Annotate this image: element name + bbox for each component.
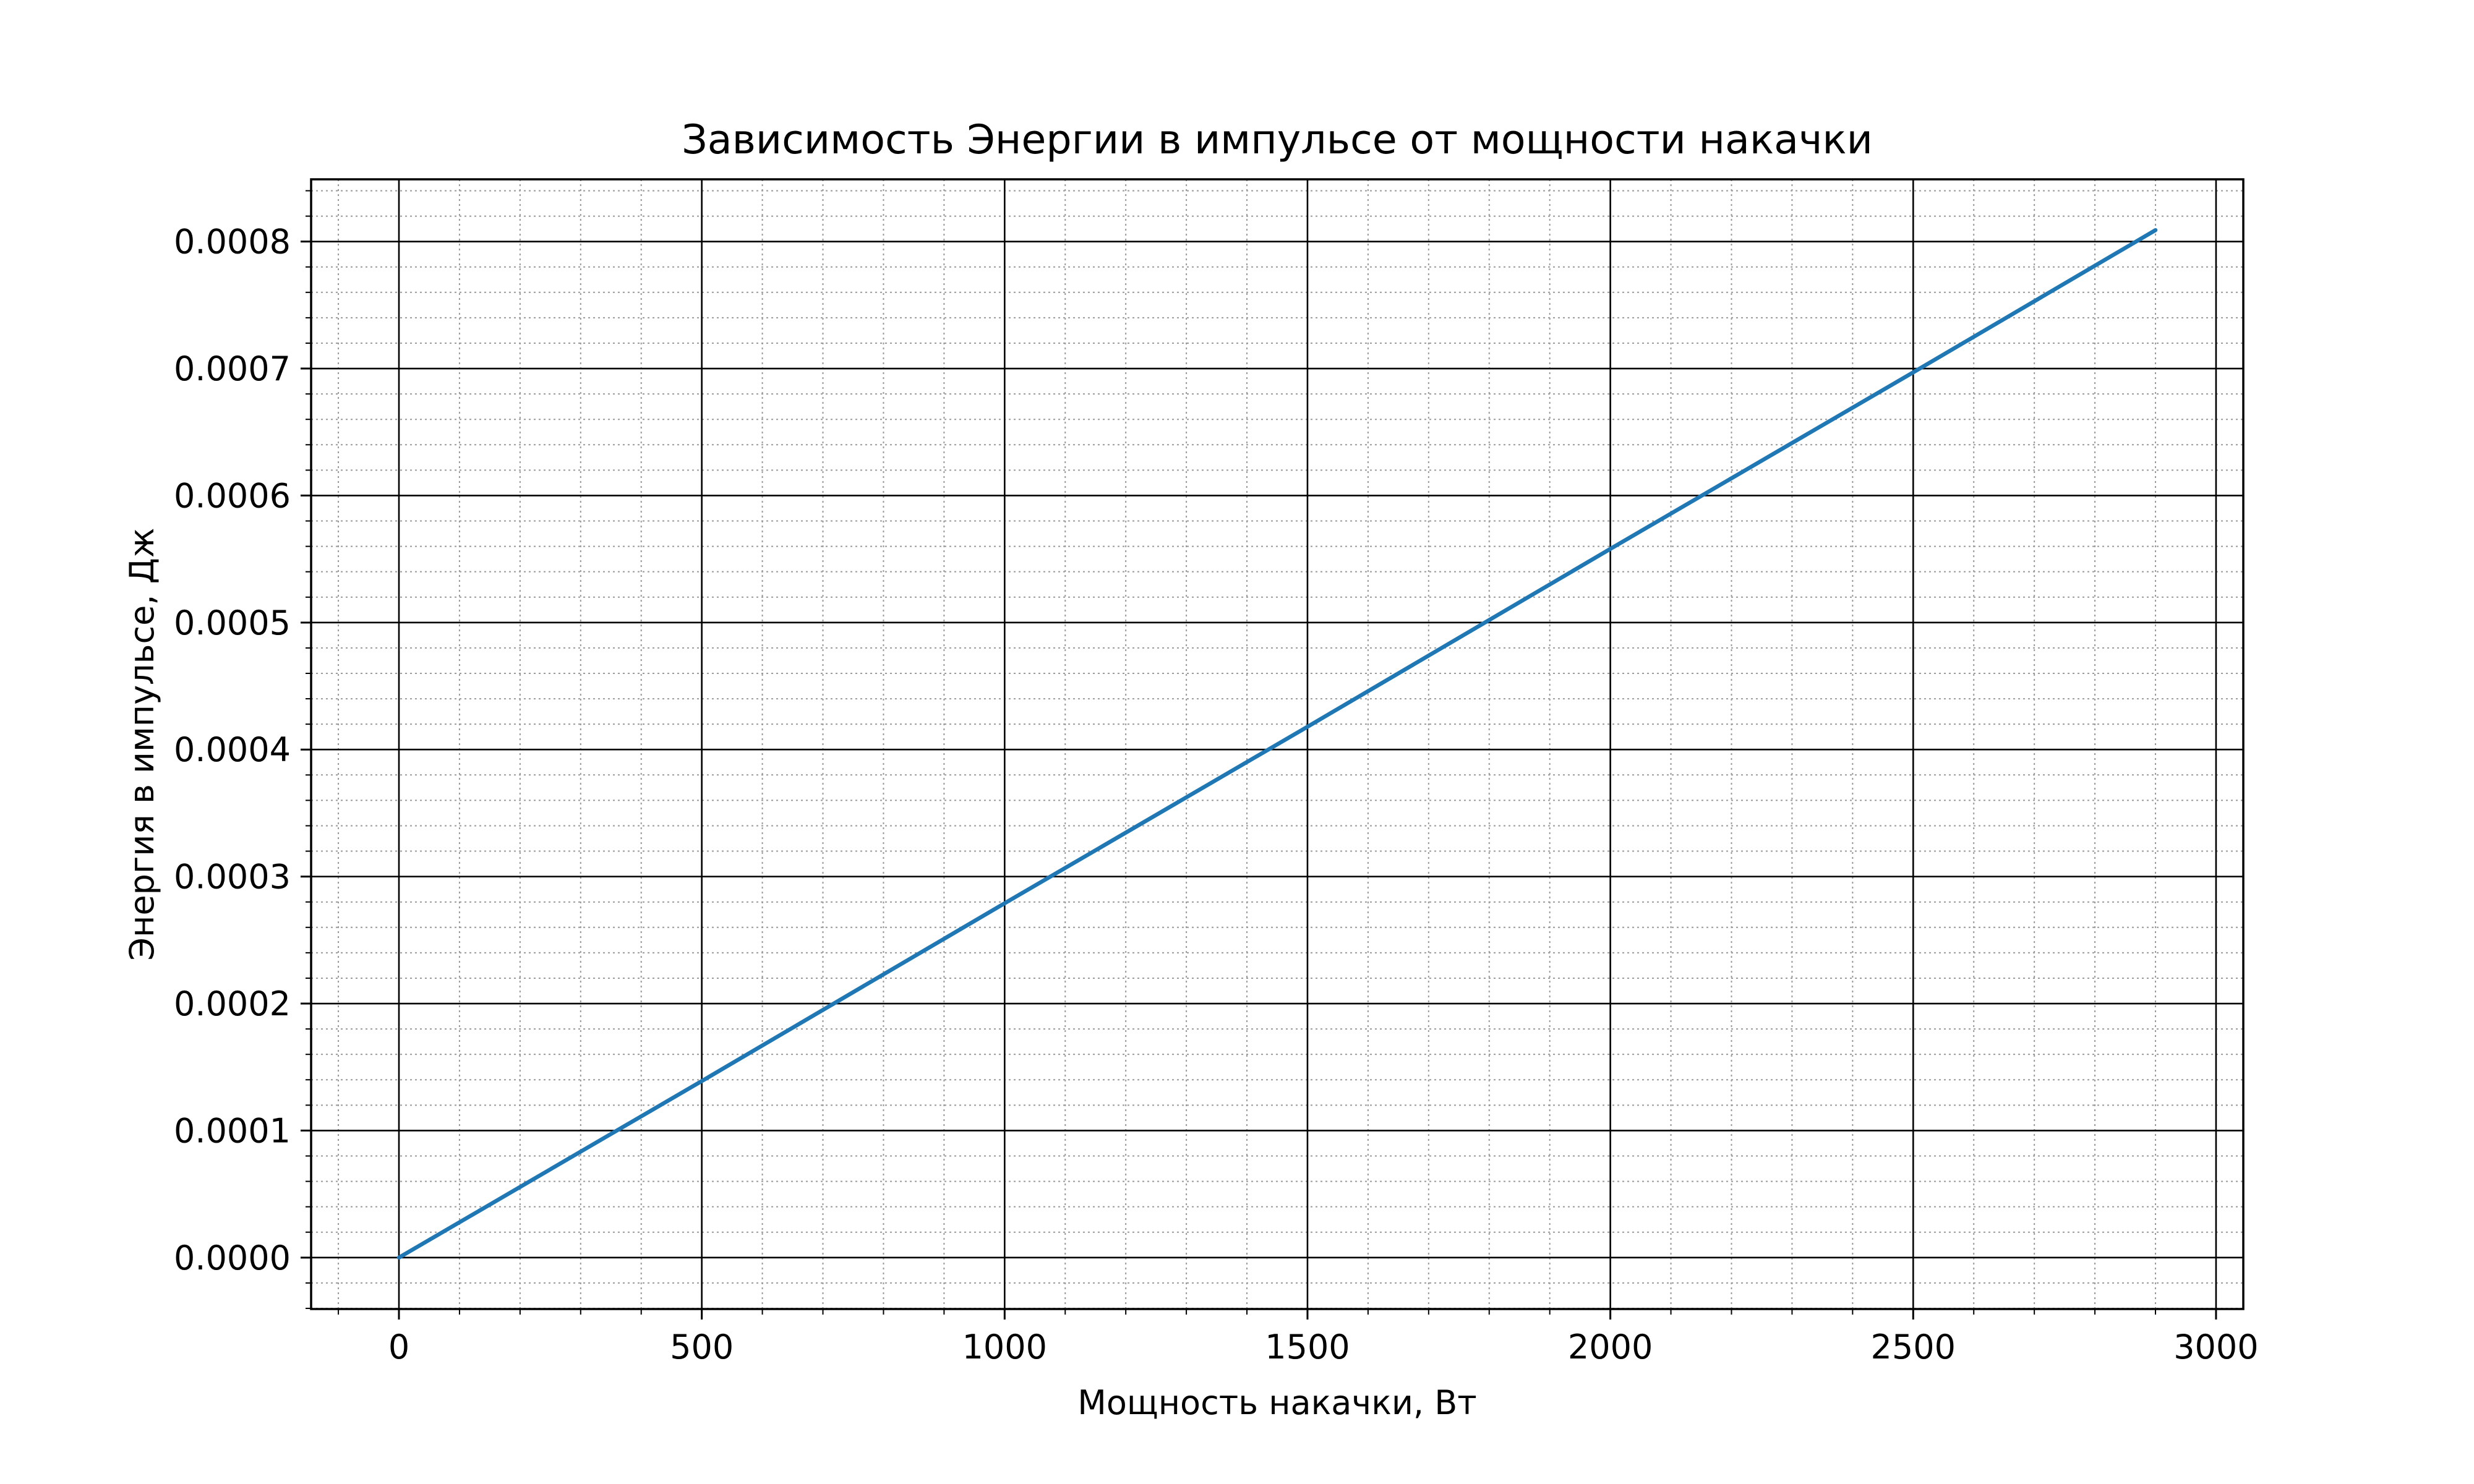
y-tick-label: 0.0001 [174,1111,291,1150]
y-tick-label: 0.0004 [174,730,291,769]
x-tick-label: 0 [388,1328,409,1367]
y-tick-label: 0.0005 [174,603,291,642]
y-tick-label: 0.0007 [174,349,291,388]
series-layer [396,228,2158,1260]
x-tick-label: 3000 [2173,1328,2258,1367]
x-axis-label: Мощность накачки, Вт [1077,1383,1477,1422]
y-tick-label: 0.0000 [174,1239,291,1277]
minor-grid [311,179,2243,1309]
x-tick-label: 500 [670,1328,734,1367]
y-tick-label: 0.0006 [174,476,291,515]
chart-title: Зависимость Энергии в импульсе от мощнос… [682,117,1873,163]
x-tick-label: 2500 [1871,1328,1956,1367]
y-tick-label: 0.0002 [174,984,291,1023]
plot-frame [310,178,2245,1310]
x-tick-label: 2000 [1568,1328,1653,1367]
y-tick-label: 0.0003 [174,858,291,897]
x-tick-labels: 0 500 1000 1500 2000 2500 3000 [388,1328,2259,1367]
y-tick-labels: 0.0000 0.0001 0.0002 0.0003 0.0004 0.0005 0.00… [174,223,291,1277]
major-grid [311,179,2243,1309]
y-axis-label: Энергия в импульсе, Дж [122,527,161,960]
x-tick-label: 1500 [1265,1328,1350,1367]
y-tick-label: 0.0008 [174,223,291,262]
tick-marks [301,190,2217,1320]
x-tick-label: 1000 [962,1328,1047,1367]
series-line [396,228,2158,1260]
